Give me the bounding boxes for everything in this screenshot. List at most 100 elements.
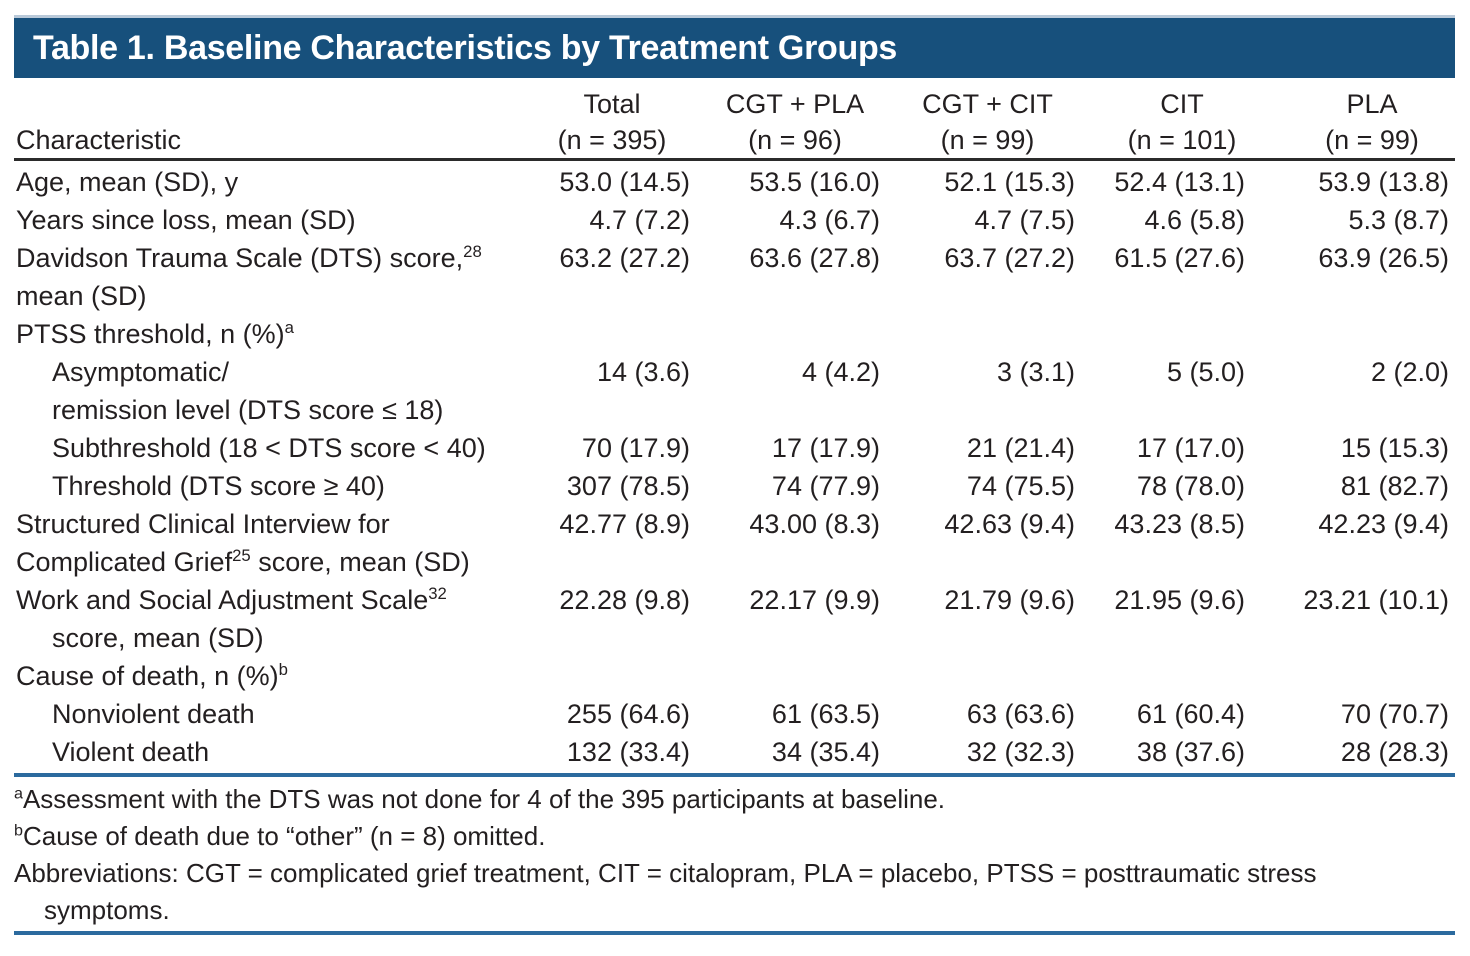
value-cell: 4.6 (5.8) bbox=[1144, 205, 1245, 235]
row-label: Subthreshold (18 < DTS score < 40) bbox=[14, 429, 524, 467]
row-label: Threshold (DTS score ≥ 40) bbox=[14, 467, 524, 505]
superscript-reference: a bbox=[284, 318, 294, 337]
row-label-line: remission level (DTS score ≤ 18) bbox=[52, 395, 444, 425]
value-cell: 23.21 (10.1) bbox=[1303, 585, 1449, 615]
value-cell: 63.7 (27.2) bbox=[944, 243, 1075, 273]
value-cell: 52.4 (13.1) bbox=[1114, 167, 1245, 197]
value-cell: 255 (64.6) bbox=[566, 699, 690, 729]
table-row: Asymptomatic/remission level (DTS score … bbox=[14, 353, 1455, 429]
column-header-cit-n: (n = 101) bbox=[1127, 125, 1237, 155]
table-header-row: Characteristic Total (n = 395) CGT + PLA… bbox=[14, 78, 1455, 161]
row-label-line: Subthreshold (18 < DTS score < 40) bbox=[52, 433, 486, 463]
table-title: Table 1. Baseline Characteristics by Tre… bbox=[33, 28, 898, 67]
table-body: Age, mean (SD), y 53.0 (14.5) 53.5 (16.0) 5… bbox=[14, 161, 1455, 771]
column-header-cgt-cit-n: (n = 99) bbox=[940, 125, 1035, 155]
value-cell: 42.77 (8.9) bbox=[559, 509, 690, 539]
value-cell: 53.0 (14.5) bbox=[559, 167, 690, 197]
column-header-pla-label: PLA bbox=[1346, 89, 1398, 119]
column-header-pla-n: (n = 99) bbox=[1325, 125, 1419, 155]
value-cell: 61 (63.5) bbox=[771, 699, 880, 729]
value-cell: 17 (17.0) bbox=[1136, 433, 1245, 463]
superscript-reference: 28 bbox=[463, 242, 482, 261]
table-row: Work and Social Adjustment Scale32 score,… bbox=[14, 581, 1455, 657]
table-row: Structured Clinical Interview for Complic… bbox=[14, 505, 1455, 581]
row-label-line: Nonviolent death bbox=[52, 699, 255, 729]
row-label-line: Davidson Trauma Scale (DTS) score,28 bbox=[16, 242, 482, 273]
table-row: Davidson Trauma Scale (DTS) score,28 mean… bbox=[14, 239, 1455, 315]
row-label: Work and Social Adjustment Scale32 score,… bbox=[14, 581, 524, 657]
value-cell: 132 (33.4) bbox=[566, 737, 690, 767]
value-cell: 70 (17.9) bbox=[581, 433, 690, 463]
table-row: Years since loss, mean (SD) 4.7 (7.2) 4.3 … bbox=[14, 201, 1455, 239]
table-row: Age, mean (SD), y 53.0 (14.5) 53.5 (16.0) 5… bbox=[14, 163, 1455, 201]
table-row: Violent death 132 (33.4) 34 (35.4) 32 (32.3… bbox=[14, 733, 1455, 771]
superscript-reference: 25 bbox=[232, 546, 251, 565]
value-cell: 63.9 (26.5) bbox=[1318, 243, 1449, 273]
row-label-line: Asymptomatic/ bbox=[52, 357, 230, 387]
value-cell: 74 (75.5) bbox=[966, 471, 1075, 501]
value-cell: 4.3 (6.7) bbox=[779, 205, 880, 235]
row-label-line: Work and Social Adjustment Scale32 bbox=[16, 584, 447, 615]
value-cell: 38 (37.6) bbox=[1136, 737, 1245, 767]
value-cell: 4.7 (7.5) bbox=[974, 205, 1075, 235]
value-cell: 307 (78.5) bbox=[566, 471, 690, 501]
column-header-total: Total (n = 395) bbox=[524, 86, 700, 158]
table-row: Cause of death, n (%)b bbox=[14, 657, 1455, 695]
row-label: Davidson Trauma Scale (DTS) score,28 mean… bbox=[14, 239, 524, 315]
value-cell: 22.17 (9.9) bbox=[749, 585, 880, 615]
value-cell: 5.3 (8.7) bbox=[1348, 205, 1449, 235]
footnote-line: symptoms. bbox=[44, 895, 170, 925]
value-cell: 4.7 (7.2) bbox=[589, 205, 690, 235]
value-cell: 70 (70.7) bbox=[1340, 699, 1449, 729]
row-label: Years since loss, mean (SD) bbox=[14, 201, 524, 239]
table-row: PTSS threshold, n (%)a bbox=[14, 315, 1455, 353]
value-cell: 43.23 (8.5) bbox=[1114, 509, 1245, 539]
row-label: Structured Clinical Interview for Complic… bbox=[14, 505, 524, 581]
row-label-line: Violent death bbox=[52, 737, 210, 767]
footnote-line: aAssessment with the DTS was not done fo… bbox=[14, 784, 946, 814]
table-bottom-rule bbox=[14, 931, 1455, 935]
value-cell: 32 (32.3) bbox=[966, 737, 1075, 767]
value-cell: 78 (78.0) bbox=[1136, 471, 1245, 501]
footnotes-section: aAssessment with the DTS was not done fo… bbox=[14, 777, 1455, 929]
value-cell: 28 (28.3) bbox=[1340, 737, 1449, 767]
superscript-reference: b bbox=[278, 660, 288, 679]
row-label: Nonviolent death bbox=[14, 695, 524, 733]
row-label: Asymptomatic/remission level (DTS score … bbox=[14, 353, 524, 429]
row-label-line: Complicated Grief25 score, mean (SD) bbox=[16, 546, 470, 577]
value-cell: 21.95 (9.6) bbox=[1114, 585, 1245, 615]
column-header-pla: PLA (n = 99) bbox=[1255, 86, 1455, 158]
value-cell: 61.5 (27.6) bbox=[1114, 243, 1245, 273]
value-cell: 43.00 (8.3) bbox=[749, 509, 880, 539]
column-header-characteristic: Characteristic bbox=[16, 125, 182, 155]
value-cell: 42.63 (9.4) bbox=[944, 509, 1075, 539]
footnote-line: Abbreviations: CGT = complicated grief t… bbox=[14, 858, 1317, 888]
value-cell: 61 (60.4) bbox=[1136, 699, 1245, 729]
row-label-line: mean (SD) bbox=[16, 281, 147, 311]
footnote-marker: a bbox=[14, 784, 23, 803]
value-cell: 63 (63.6) bbox=[966, 699, 1075, 729]
column-header-cit-label: CIT bbox=[1160, 89, 1204, 119]
column-header-cgt-cit-label: CGT + CIT bbox=[922, 89, 1053, 119]
table-row: Subthreshold (18 < DTS score < 40) 70 (17… bbox=[14, 429, 1455, 467]
column-header-cit: CIT (n = 101) bbox=[1085, 86, 1255, 158]
row-label: Age, mean (SD), y bbox=[14, 163, 524, 201]
value-cell: 63.6 (27.8) bbox=[749, 243, 880, 273]
footnote-separator-rule bbox=[14, 773, 1455, 777]
value-cell: 52.1 (15.3) bbox=[944, 167, 1075, 197]
value-cell: 2 (2.0) bbox=[1370, 357, 1449, 387]
superscript-reference: 32 bbox=[428, 584, 447, 603]
row-label-line: PTSS threshold, n (%)a bbox=[16, 318, 294, 349]
row-label-line: score, mean (SD) bbox=[52, 623, 264, 653]
value-cell: 3 (3.1) bbox=[996, 357, 1075, 387]
value-cell: 17 (17.9) bbox=[771, 433, 880, 463]
table-row: Threshold (DTS score ≥ 40) 307 (78.5) 74 (… bbox=[14, 467, 1455, 505]
footnote-line: bCause of death due to “other” (n = 8) o… bbox=[14, 821, 546, 851]
table-1-container: Table 1. Baseline Characteristics by Tre… bbox=[14, 15, 1455, 935]
value-cell: 22.28 (9.8) bbox=[559, 585, 690, 615]
value-cell: 4 (4.2) bbox=[801, 357, 880, 387]
column-header-cgt-pla: CGT + PLA (n = 96) bbox=[700, 86, 890, 158]
value-cell: 53.9 (13.8) bbox=[1318, 167, 1449, 197]
column-header-total-n: (n = 395) bbox=[557, 125, 667, 155]
